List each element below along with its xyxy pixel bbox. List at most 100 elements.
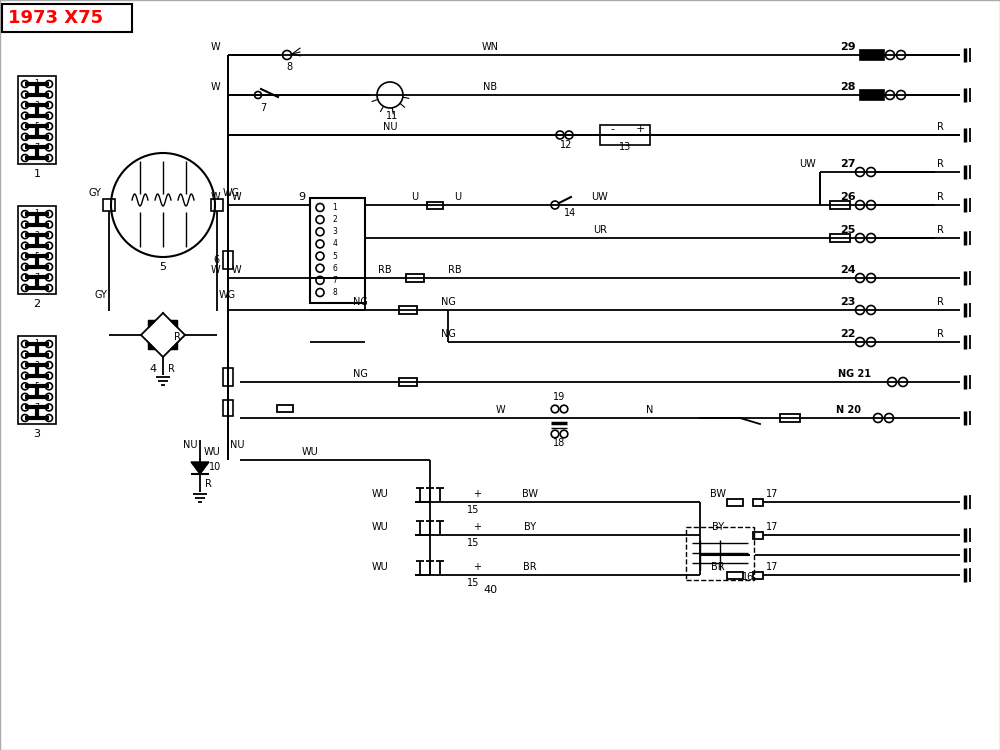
Text: 8: 8 [35,154,39,163]
Text: NB: NB [483,82,497,92]
Bar [427,202,443,208]
Text: +: + [635,124,645,134]
Text: W: W [210,42,220,52]
Text: 4: 4 [333,239,337,248]
Text: UR: UR [593,225,607,235]
Text: 1: 1 [34,169,40,179]
Text: 15: 15 [467,578,479,588]
Text: 3: 3 [35,361,39,370]
Bar [406,274,424,282]
Text: 8: 8 [333,288,337,297]
Polygon shape [148,343,156,350]
Text: +: + [473,522,481,532]
Text: R: R [174,332,180,342]
Text: 19: 19 [553,392,565,402]
Text: NG: NG [441,329,455,339]
Text: NG 21: NG 21 [838,369,872,379]
Text: W: W [210,82,220,92]
Text: N: N [646,405,654,415]
Text: 26: 26 [840,192,856,202]
Bar [18,206,56,294]
Text: BW: BW [710,489,726,499]
Text: 3: 3 [35,231,39,240]
Text: WU: WU [372,489,388,499]
Polygon shape [170,320,178,328]
Text: 11: 11 [386,111,398,121]
Text: NU: NU [383,122,397,132]
Text: 7: 7 [35,143,39,152]
Text: 9: 9 [298,193,306,202]
Bar [600,125,650,145]
Text: 24: 24 [840,265,856,275]
Text: WU: WU [302,447,318,457]
Text: 6: 6 [213,255,219,265]
Text: 1: 1 [35,209,39,218]
Text: 3: 3 [34,429,40,439]
Text: 2: 2 [35,220,39,229]
Text: U: U [454,192,462,202]
Text: 1: 1 [333,203,337,212]
Text: WU: WU [372,562,388,572]
Text: WN: WN [482,42,498,52]
Polygon shape [191,462,209,474]
Text: 10: 10 [209,462,221,472]
Text: 14: 14 [564,208,576,218]
Bar [727,499,743,506]
Text: 7: 7 [35,403,39,412]
Text: 5: 5 [35,382,39,391]
Text: R: R [937,225,943,235]
Text: R: R [937,122,943,132]
Text: 5: 5 [35,122,39,130]
Text: 6: 6 [35,262,39,272]
Text: 4: 4 [35,242,39,250]
Text: BR: BR [523,562,537,572]
Bar [2,4,132,32]
Text: NG: NG [353,369,367,379]
Text: GY: GY [94,290,107,300]
Text: R: R [205,479,211,489]
Text: W: W [210,265,220,275]
Bar [211,199,223,211]
Text: NG: NG [441,297,455,307]
Bar [727,572,743,578]
Bar [860,50,884,60]
Text: WU: WU [203,447,220,457]
Bar [18,336,56,424]
Text: 8: 8 [35,284,39,292]
Text: 5: 5 [333,251,337,260]
Bar [753,499,763,506]
Bar [277,404,293,412]
Text: R: R [168,364,174,374]
Text: BY: BY [524,522,536,532]
Bar [860,90,884,100]
Text: 4: 4 [35,371,39,380]
Text: 7: 7 [333,276,337,285]
Text: -: - [610,124,614,134]
Text: UW: UW [800,159,816,169]
Text: 7: 7 [35,273,39,282]
Bar [399,306,417,314]
Text: 2: 2 [35,90,39,99]
Text: UW: UW [592,192,608,202]
Text: BR: BR [711,562,725,572]
Text: WG: WG [222,188,240,198]
Text: RB: RB [448,265,462,275]
Text: 13: 13 [619,142,631,152]
Text: 17: 17 [766,489,778,499]
Text: 8: 8 [35,413,39,422]
Bar [223,400,233,416]
Text: U: U [411,192,419,202]
Text: 1: 1 [35,340,39,349]
Bar [18,76,56,164]
Text: 29: 29 [840,42,856,52]
Text: 5: 5 [35,252,39,261]
Text: BW: BW [522,489,538,499]
Text: 6: 6 [35,392,39,401]
Text: 22: 22 [840,329,856,339]
Polygon shape [148,320,156,328]
Text: R: R [937,297,943,307]
Text: W: W [231,265,241,275]
Text: 15: 15 [467,505,479,515]
Bar [830,201,850,209]
Text: 2: 2 [33,299,41,309]
